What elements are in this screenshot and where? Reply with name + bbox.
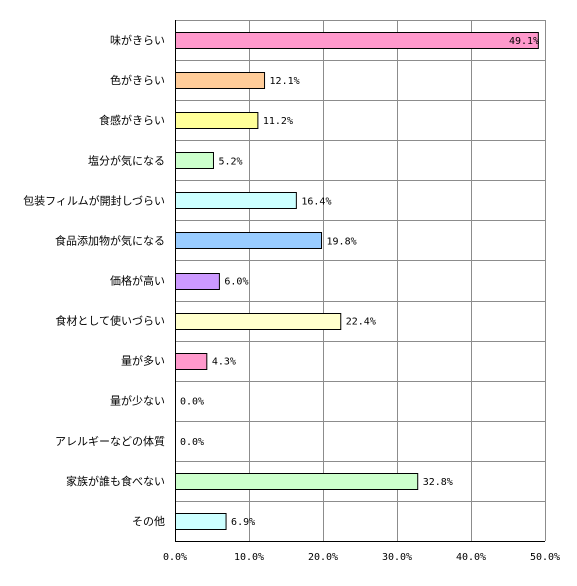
bar <box>175 513 227 530</box>
data-label: 4.3% <box>212 357 236 368</box>
x-tick-label: 50.0% <box>530 552 560 563</box>
bar <box>175 152 214 169</box>
x-tick-label: 20.0% <box>308 552 338 563</box>
bar-layer <box>175 32 539 530</box>
category-label: 量が少ない <box>110 394 165 408</box>
category-label: 家族が誰も食べない <box>66 474 165 488</box>
bar <box>175 473 419 490</box>
data-label: 0.0% <box>180 437 204 448</box>
category-label: その他 <box>132 515 165 528</box>
data-label: 32.8% <box>423 477 453 488</box>
bar <box>175 32 539 49</box>
category-label: 価格が高い <box>110 274 165 288</box>
bar <box>175 112 259 129</box>
x-tick-label: 10.0% <box>234 552 264 563</box>
data-label: 5.2% <box>218 156 242 167</box>
category-label: 量が多い <box>121 354 165 368</box>
x-tick-label: 40.0% <box>456 552 486 563</box>
data-label: 22.4% <box>346 317 376 328</box>
category-label: 色がきらい <box>110 73 165 87</box>
label-layer: 味がきらい 49.1% 色がきらい 12.1% 食感がきらい 11.2% 塩分が気になる 5.… <box>23 33 539 528</box>
data-label: 6.9% <box>231 517 255 528</box>
bar <box>175 313 342 330</box>
category-label: 塩分が気になる <box>88 153 165 167</box>
data-label: 6.0% <box>224 277 248 288</box>
category-label: 味がきらい <box>110 33 165 47</box>
data-label: 16.4% <box>301 196 331 207</box>
x-tick-label: 0.0% <box>163 552 187 563</box>
category-label: 食品添加物が気になる <box>55 233 165 247</box>
data-label: 11.2% <box>263 116 293 127</box>
bar <box>175 192 297 209</box>
data-label: 12.1% <box>270 76 300 87</box>
data-label: 19.8% <box>327 236 357 247</box>
bar <box>175 353 208 370</box>
axis-layer: 0.0% 10.0% 20.0% 30.0% 40.0% 50.0% <box>163 20 560 563</box>
bar <box>175 273 220 290</box>
category-label: 食材として使いづらい <box>55 314 165 328</box>
grid-layer <box>175 20 546 542</box>
category-label: アレルギーなどの体質 <box>55 434 165 448</box>
category-label: 食感がきらい <box>99 113 165 127</box>
category-label: 包装フィルムが開封しづらい <box>23 193 165 207</box>
data-label: 0.0% <box>180 397 204 408</box>
data-label: 49.1% <box>509 36 539 47</box>
bar <box>175 72 266 89</box>
x-tick-label: 30.0% <box>382 552 412 563</box>
bar <box>175 232 323 249</box>
